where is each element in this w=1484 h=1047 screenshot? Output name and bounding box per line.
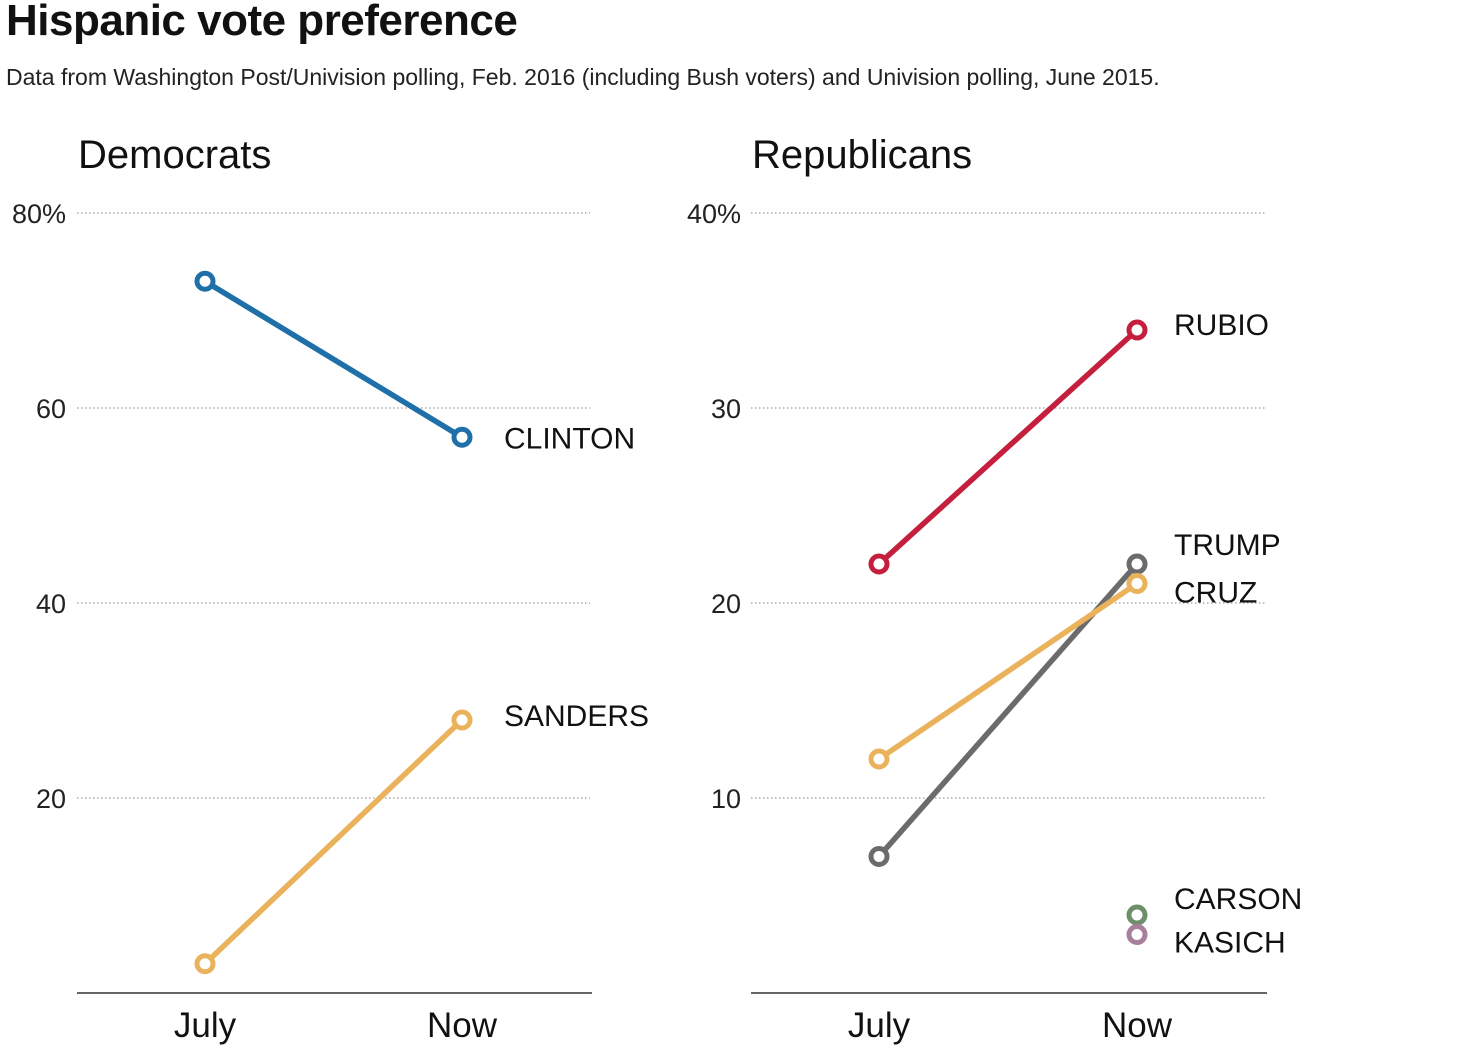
- clinton-point-now: [451, 426, 473, 448]
- rubio-label: RUBIO: [1174, 309, 1269, 342]
- republicans-x-tick-label: Now: [1102, 1006, 1173, 1045]
- rubio-line: [876, 327, 1140, 567]
- trump-label: TRUMP: [1174, 529, 1281, 562]
- cruz-line: [876, 580, 1140, 762]
- sanders-point-july: [194, 953, 216, 975]
- democrats-y-tick-label: 20: [36, 784, 66, 814]
- republicans-panel-title: Republicans: [752, 133, 972, 177]
- chart-subtitle: Data from Washington Post/Univision poll…: [6, 64, 1160, 90]
- republicans-y-tick-label: 10: [711, 784, 741, 814]
- democrats-x-tick-label: Now: [427, 1006, 498, 1045]
- clinton-point-july: [194, 270, 216, 292]
- kasich-label: KASICH: [1174, 927, 1286, 960]
- republicans-y-tick-label: 40%: [687, 199, 741, 229]
- chart-title: Hispanic vote preference: [6, 0, 518, 45]
- republicans-y-tick-label: 30: [711, 394, 741, 424]
- republicans-y-tick-label: 20: [711, 589, 741, 619]
- sanders-label: SANDERS: [504, 700, 649, 733]
- democrats-y-tick-label: 40: [36, 589, 66, 619]
- cruz-label: CRUZ: [1174, 577, 1257, 610]
- cruz-point-now: [1126, 573, 1148, 594]
- democrats-y-tick-label: 60: [36, 394, 66, 424]
- cruz-point-july: [868, 748, 890, 770]
- sanders-point-now: [451, 709, 473, 731]
- democrats-y-tick-label: 80%: [12, 199, 66, 229]
- clinton-label: CLINTON: [504, 422, 635, 455]
- trump-point-july: [868, 846, 890, 867]
- carson-label: CARSON: [1174, 883, 1302, 916]
- democrats-panel-title: Democrats: [78, 133, 271, 177]
- clinton-line: [202, 278, 465, 440]
- sanders-line: [202, 717, 465, 967]
- trump-point-now: [1126, 553, 1148, 575]
- republicans-x-tick-label: July: [848, 1006, 911, 1045]
- kasich-point-now: [1126, 924, 1148, 945]
- rubio-point-july: [868, 553, 890, 575]
- democrats-x-tick-label: July: [174, 1006, 237, 1045]
- rubio-point-now: [1126, 319, 1148, 341]
- carson-point-now: [1126, 904, 1148, 926]
